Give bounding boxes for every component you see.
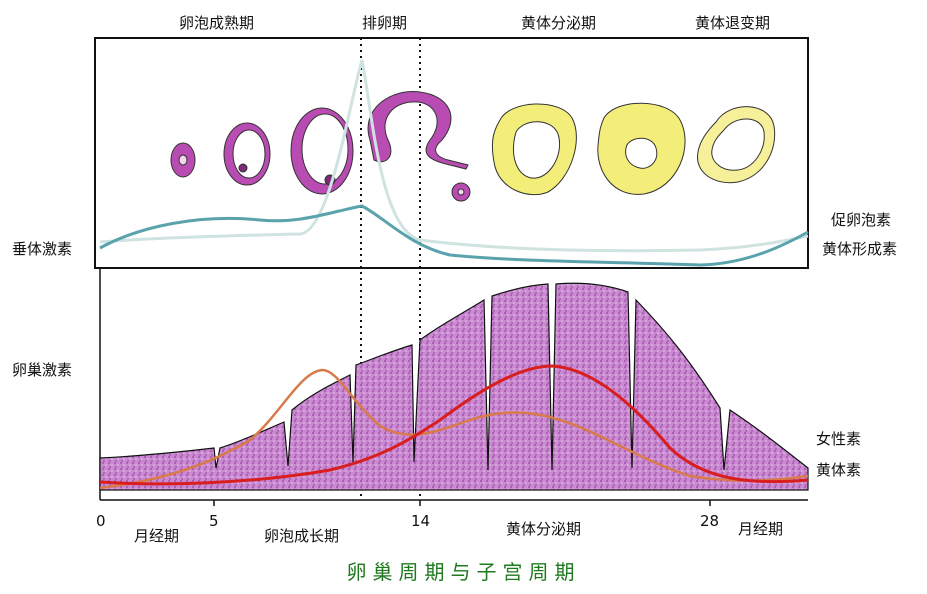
progesterone-curve	[99, 364, 809, 486]
ovarian-hormone-label: 卵巢激素	[12, 361, 73, 379]
estrogen-label: 女性素	[816, 430, 862, 448]
day-14-label: 14	[411, 512, 431, 530]
endometrium-lining	[99, 282, 809, 491]
secretory-phase-label: 黄体分泌期	[506, 520, 582, 538]
phase-maturation-label: 卵泡成熟期	[179, 14, 255, 32]
follicle-stage-3	[290, 107, 354, 195]
day-5-label: 5	[209, 512, 219, 530]
phase-ovulation-label: 排卵期	[362, 14, 408, 32]
menstrual-phase-1-label: 月经期	[134, 527, 180, 545]
phase-luteal-label: 黄体分泌期	[521, 14, 597, 32]
corpus-luteum-1	[491, 103, 577, 196]
follicle-stage-2	[223, 122, 271, 186]
fsh-curve	[99, 59, 809, 253]
pituitary-hormone-label: 垂体激素	[12, 240, 73, 258]
progesterone-label: 黄体素	[816, 461, 862, 479]
lh-label: 黄体形成素	[822, 240, 898, 258]
day-0-label: 0	[96, 512, 106, 530]
corpus-luteum-2	[597, 102, 686, 195]
follicle-stage-1	[170, 142, 196, 178]
lh-curve	[99, 204, 809, 267]
day-28-label: 28	[700, 512, 720, 530]
figure-caption: 卵巢周期与子宫周期	[346, 560, 581, 584]
follicular-phase-label: 卵泡成长期	[264, 527, 340, 545]
follicle-ovulating	[367, 91, 471, 202]
corpus-luteum-regressing	[697, 106, 776, 184]
phase-regression-label: 黄体退变期	[695, 14, 771, 32]
menstrual-phase-2-label: 月经期	[738, 520, 784, 538]
fsh-label: 促卵泡素	[831, 211, 892, 229]
